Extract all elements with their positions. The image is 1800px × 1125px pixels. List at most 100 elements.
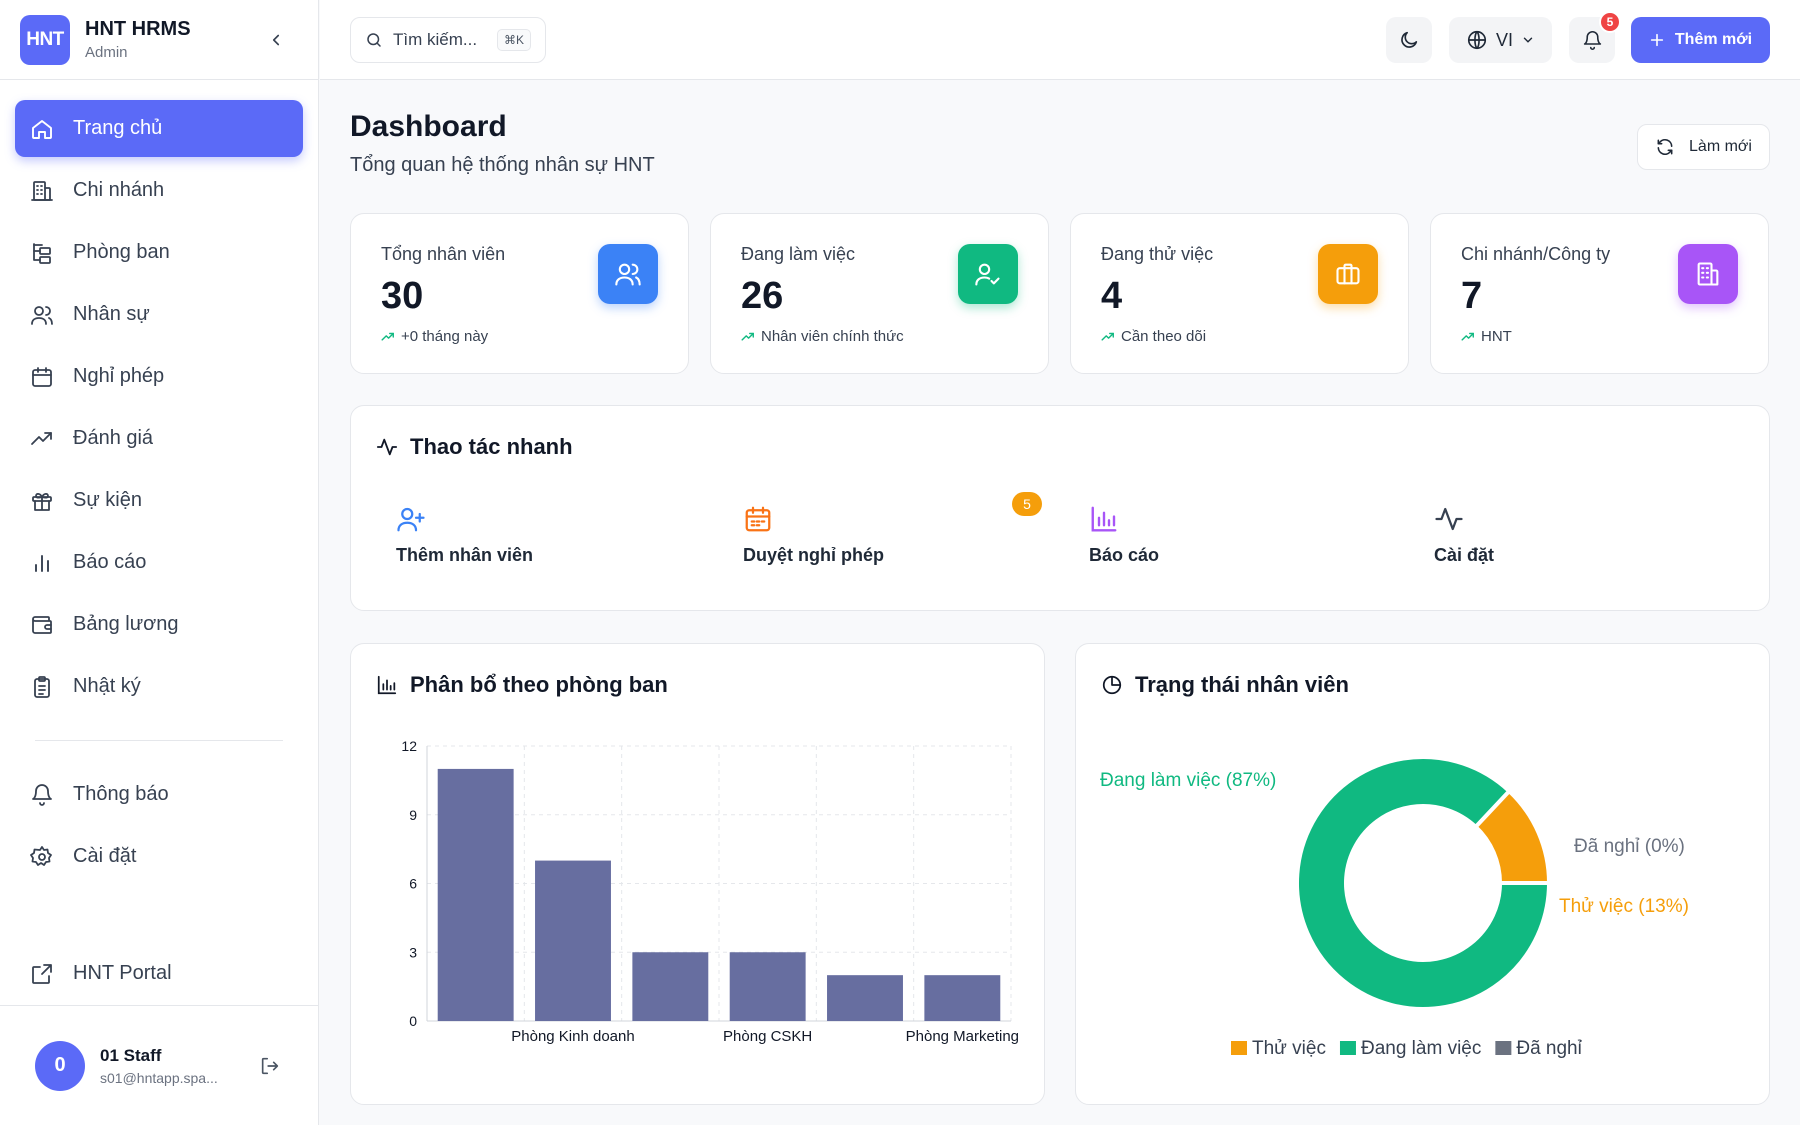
sidebar-item-portal[interactable]: HNT Portal [15, 945, 303, 1002]
activity-icon [376, 438, 398, 456]
bell-icon [1583, 30, 1601, 50]
bar [437, 768, 514, 1021]
user-name: 01 Staff [100, 1045, 162, 1065]
sidebar-item-label: Cài đặt [73, 845, 137, 867]
stat-label: Đang làm việc [741, 244, 856, 264]
sidebar-item-label: Sự kiện [73, 489, 142, 511]
bar [632, 952, 709, 1021]
org-tree-icon [29, 240, 55, 266]
sidebar-item-settings[interactable]: Cài đặt [15, 828, 303, 885]
user-profile: 0 01 Staff s01@hntapp.spa... [0, 1005, 319, 1125]
stat-note: Nhân viên chính thức [741, 328, 1018, 345]
y-tick-label: 9 [409, 807, 417, 823]
stat-note-text: Cần theo dõi [1121, 328, 1207, 345]
sidebar-item-label: Đánh giá [73, 427, 154, 449]
stat-note: +0 tháng này [381, 328, 658, 345]
sidebar-nav: Trang chủ Chi nhánh Phòng ban Nhân sự Ng… [0, 80, 318, 1002]
brand-role: Admin [85, 44, 128, 61]
sidebar-item-label: Nhật ký [73, 675, 141, 697]
bar [535, 860, 611, 1021]
donut-slice [1295, 755, 1552, 1011]
brand-header: HNT HNT HRMS Admin [0, 0, 318, 80]
legend-label: Đang làm việc [1361, 1038, 1481, 1059]
plus-icon [1650, 33, 1664, 47]
sidebar-item-logs[interactable]: Nhật ký [15, 658, 303, 715]
avatar[interactable]: 0 [35, 1040, 85, 1091]
bar [827, 975, 903, 1021]
sidebar-item-leave[interactable]: Nghỉ phép [15, 348, 303, 405]
y-tick-label: 0 [409, 1013, 417, 1029]
sidebar-item-branches[interactable]: Chi nhánh [15, 162, 303, 219]
clipboard-icon [29, 674, 55, 700]
language-value: VI [1495, 29, 1513, 50]
stat-card-branches: Chi nhánh/Công ty 7 HNT [1430, 213, 1769, 374]
legend-swatch [1231, 1041, 1247, 1055]
search-input[interactable]: Tìm kiếm... ⌘K [350, 17, 546, 63]
quick-actions-title: Thao tác nhanh [376, 434, 573, 460]
moon-icon [1401, 31, 1418, 48]
notifications-button[interactable]: 5 [1569, 11, 1621, 63]
brand-logo[interactable]: HNT [20, 14, 70, 65]
sidebar-item-reports[interactable]: Báo cáo [15, 534, 303, 591]
stat-value: 4 [1101, 275, 1123, 317]
stat-label: Tổng nhân viên [381, 244, 506, 264]
sidebar-item-review[interactable]: Đánh giá [15, 410, 303, 467]
x-tick-label: Phòng CSKH [723, 1028, 812, 1045]
refresh-button[interactable]: Làm mới [1637, 124, 1770, 170]
quick-action-label: Duyệt nghỉ phép [743, 545, 884, 565]
employee-status-panel: Trạng thái nhân viên Đang làm việc (87%)… [1075, 643, 1770, 1105]
brand-name: HNT HRMS [85, 18, 191, 40]
quick-action-add-employee[interactable]: Thêm nhân viên [396, 501, 696, 581]
status-chart-title: Trạng thái nhân viên [1101, 672, 1349, 698]
trending-up-icon [29, 426, 55, 452]
legend-swatch [1495, 1041, 1512, 1055]
language-select[interactable]: VI [1449, 17, 1552, 63]
quick-action-settings[interactable]: Cài đặt [1434, 501, 1734, 581]
bar-chart-icon [377, 675, 397, 695]
pending-leave-badge: 5 [1012, 492, 1042, 516]
theme-toggle-button[interactable] [1386, 17, 1432, 63]
add-new-button[interactable]: Thêm mới [1631, 17, 1770, 63]
x-tick-label: Phòng Marketing [906, 1028, 1019, 1045]
search-icon [365, 31, 383, 49]
bar-chart-icon [29, 550, 55, 576]
add-new-label: Thêm mới [1674, 31, 1753, 48]
trend-up-icon [1461, 332, 1474, 341]
sidebar-item-notifications[interactable]: Thông báo [15, 766, 303, 823]
quick-actions-title-text: Thao tác nhanh [410, 434, 573, 459]
notification-count-badge: 5 [1599, 11, 1621, 33]
sidebar-item-staff[interactable]: Nhân sự [15, 286, 303, 343]
slice-label: Thử việc (13%) [1559, 896, 1689, 917]
quick-action-approve-leave[interactable]: Duyệt nghỉ phép [743, 501, 1043, 581]
building-icon [29, 178, 55, 204]
sidebar-item-label: HNT Portal [73, 962, 172, 984]
sidebar-item-label: Nhân sự [73, 303, 150, 325]
collapse-sidebar-button[interactable] [264, 28, 288, 52]
stat-note: HNT [1461, 328, 1738, 345]
sidebar-item-payroll[interactable]: Bảng lương [15, 596, 303, 653]
sidebar-item-events[interactable]: Sự kiện [15, 472, 303, 529]
sidebar-item-label: Bảng lương [73, 613, 179, 635]
x-tick-label: Phòng Kinh doanh [511, 1028, 634, 1045]
pie-chart-icon [1102, 675, 1122, 695]
sidebar-item-departments[interactable]: Phòng ban [15, 224, 303, 281]
stat-note-text: HNT [1481, 328, 1512, 345]
department-chart-title-text: Phân bổ theo phòng ban [410, 672, 668, 697]
sidebar-item-label: Phòng ban [73, 241, 170, 263]
quick-action-reports[interactable]: Báo cáo [1089, 501, 1389, 581]
status-chart-title-text: Trạng thái nhân viên [1135, 672, 1349, 697]
stat-card-probation: Đang thử việc 4 Cần theo dõi [1070, 213, 1409, 374]
sidebar-item-home[interactable]: Trang chủ [15, 100, 303, 157]
quick-action-label: Cài đặt [1434, 545, 1495, 565]
briefcase-icon [1318, 244, 1378, 304]
logout-button[interactable] [256, 1052, 284, 1080]
stat-value: 7 [1461, 275, 1483, 317]
department-bar-chart: 0 3 6 9 12 Phòng Kinh doanh Phòng CSKH Phòng Ma… [401, 738, 1019, 1045]
stat-note-text: +0 tháng này [401, 328, 489, 345]
stat-note: Cần theo dõi [1101, 328, 1378, 345]
calendar-icon [743, 501, 1043, 537]
slice-label: Đã nghỉ (0%) [1574, 836, 1685, 857]
gear-icon [29, 844, 55, 870]
y-tick-label: 6 [409, 876, 417, 892]
page-subtitle: Tổng quan hệ thống nhân sự HNT [350, 154, 655, 176]
